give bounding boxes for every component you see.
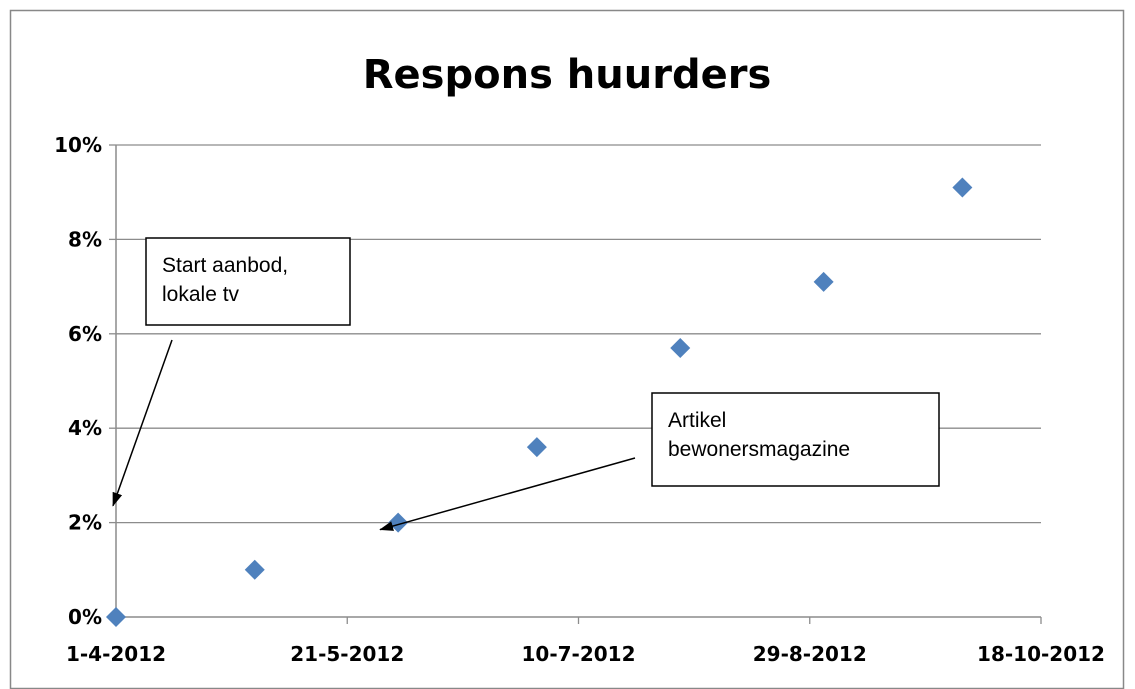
callout-box — [651, 392, 940, 487]
callout-arrow — [379, 457, 636, 531]
y-tick-label: 8% — [68, 227, 102, 251]
y-tick-label: 10% — [54, 133, 102, 157]
x-tick-label: 1-4-2012 — [66, 642, 166, 666]
chart-title: Respons huurders — [363, 52, 772, 98]
y-tick-label: 4% — [68, 416, 102, 440]
data-point — [244, 559, 265, 580]
x-tick-label: 18-10-2012 — [977, 642, 1105, 666]
callout-text: lokale tv — [162, 283, 240, 306]
y-tick-label: 0% — [68, 605, 102, 629]
x-tick-labels: 1-4-2012 21-5-2012 10-7-2012 29-8-2012 18-10… — [66, 642, 1105, 666]
callout-arrow — [112, 339, 173, 507]
chart-frame — [9, 9, 1125, 689]
callout-box — [145, 237, 351, 326]
y-tick-labels: 0% 2% 4% 6% 8% 10% — [54, 133, 102, 629]
data-point — [670, 337, 691, 358]
y-tick-label: 6% — [68, 322, 102, 346]
y-tick-label: 2% — [68, 511, 102, 535]
x-tick-label: 10-7-2012 — [521, 642, 635, 666]
data-point — [813, 271, 834, 292]
callout-text: Artikel — [668, 409, 726, 432]
callout-text: bewonersmagazine — [668, 438, 850, 461]
data-point — [952, 177, 973, 198]
callout: Artikel bewonersmagazine — [379, 392, 940, 531]
callout-text: Start aanbod, — [162, 254, 288, 277]
x-tick-label: 29-8-2012 — [753, 642, 867, 666]
x-tick-label: 21-5-2012 — [290, 642, 404, 666]
data-point — [106, 607, 126, 627]
data-point — [526, 437, 547, 458]
annotations: Start aanbod, lokale tv Artikel bewonersmag… — [112, 237, 940, 531]
axes — [115, 145, 1042, 624]
callout: Start aanbod, lokale tv — [112, 237, 351, 507]
